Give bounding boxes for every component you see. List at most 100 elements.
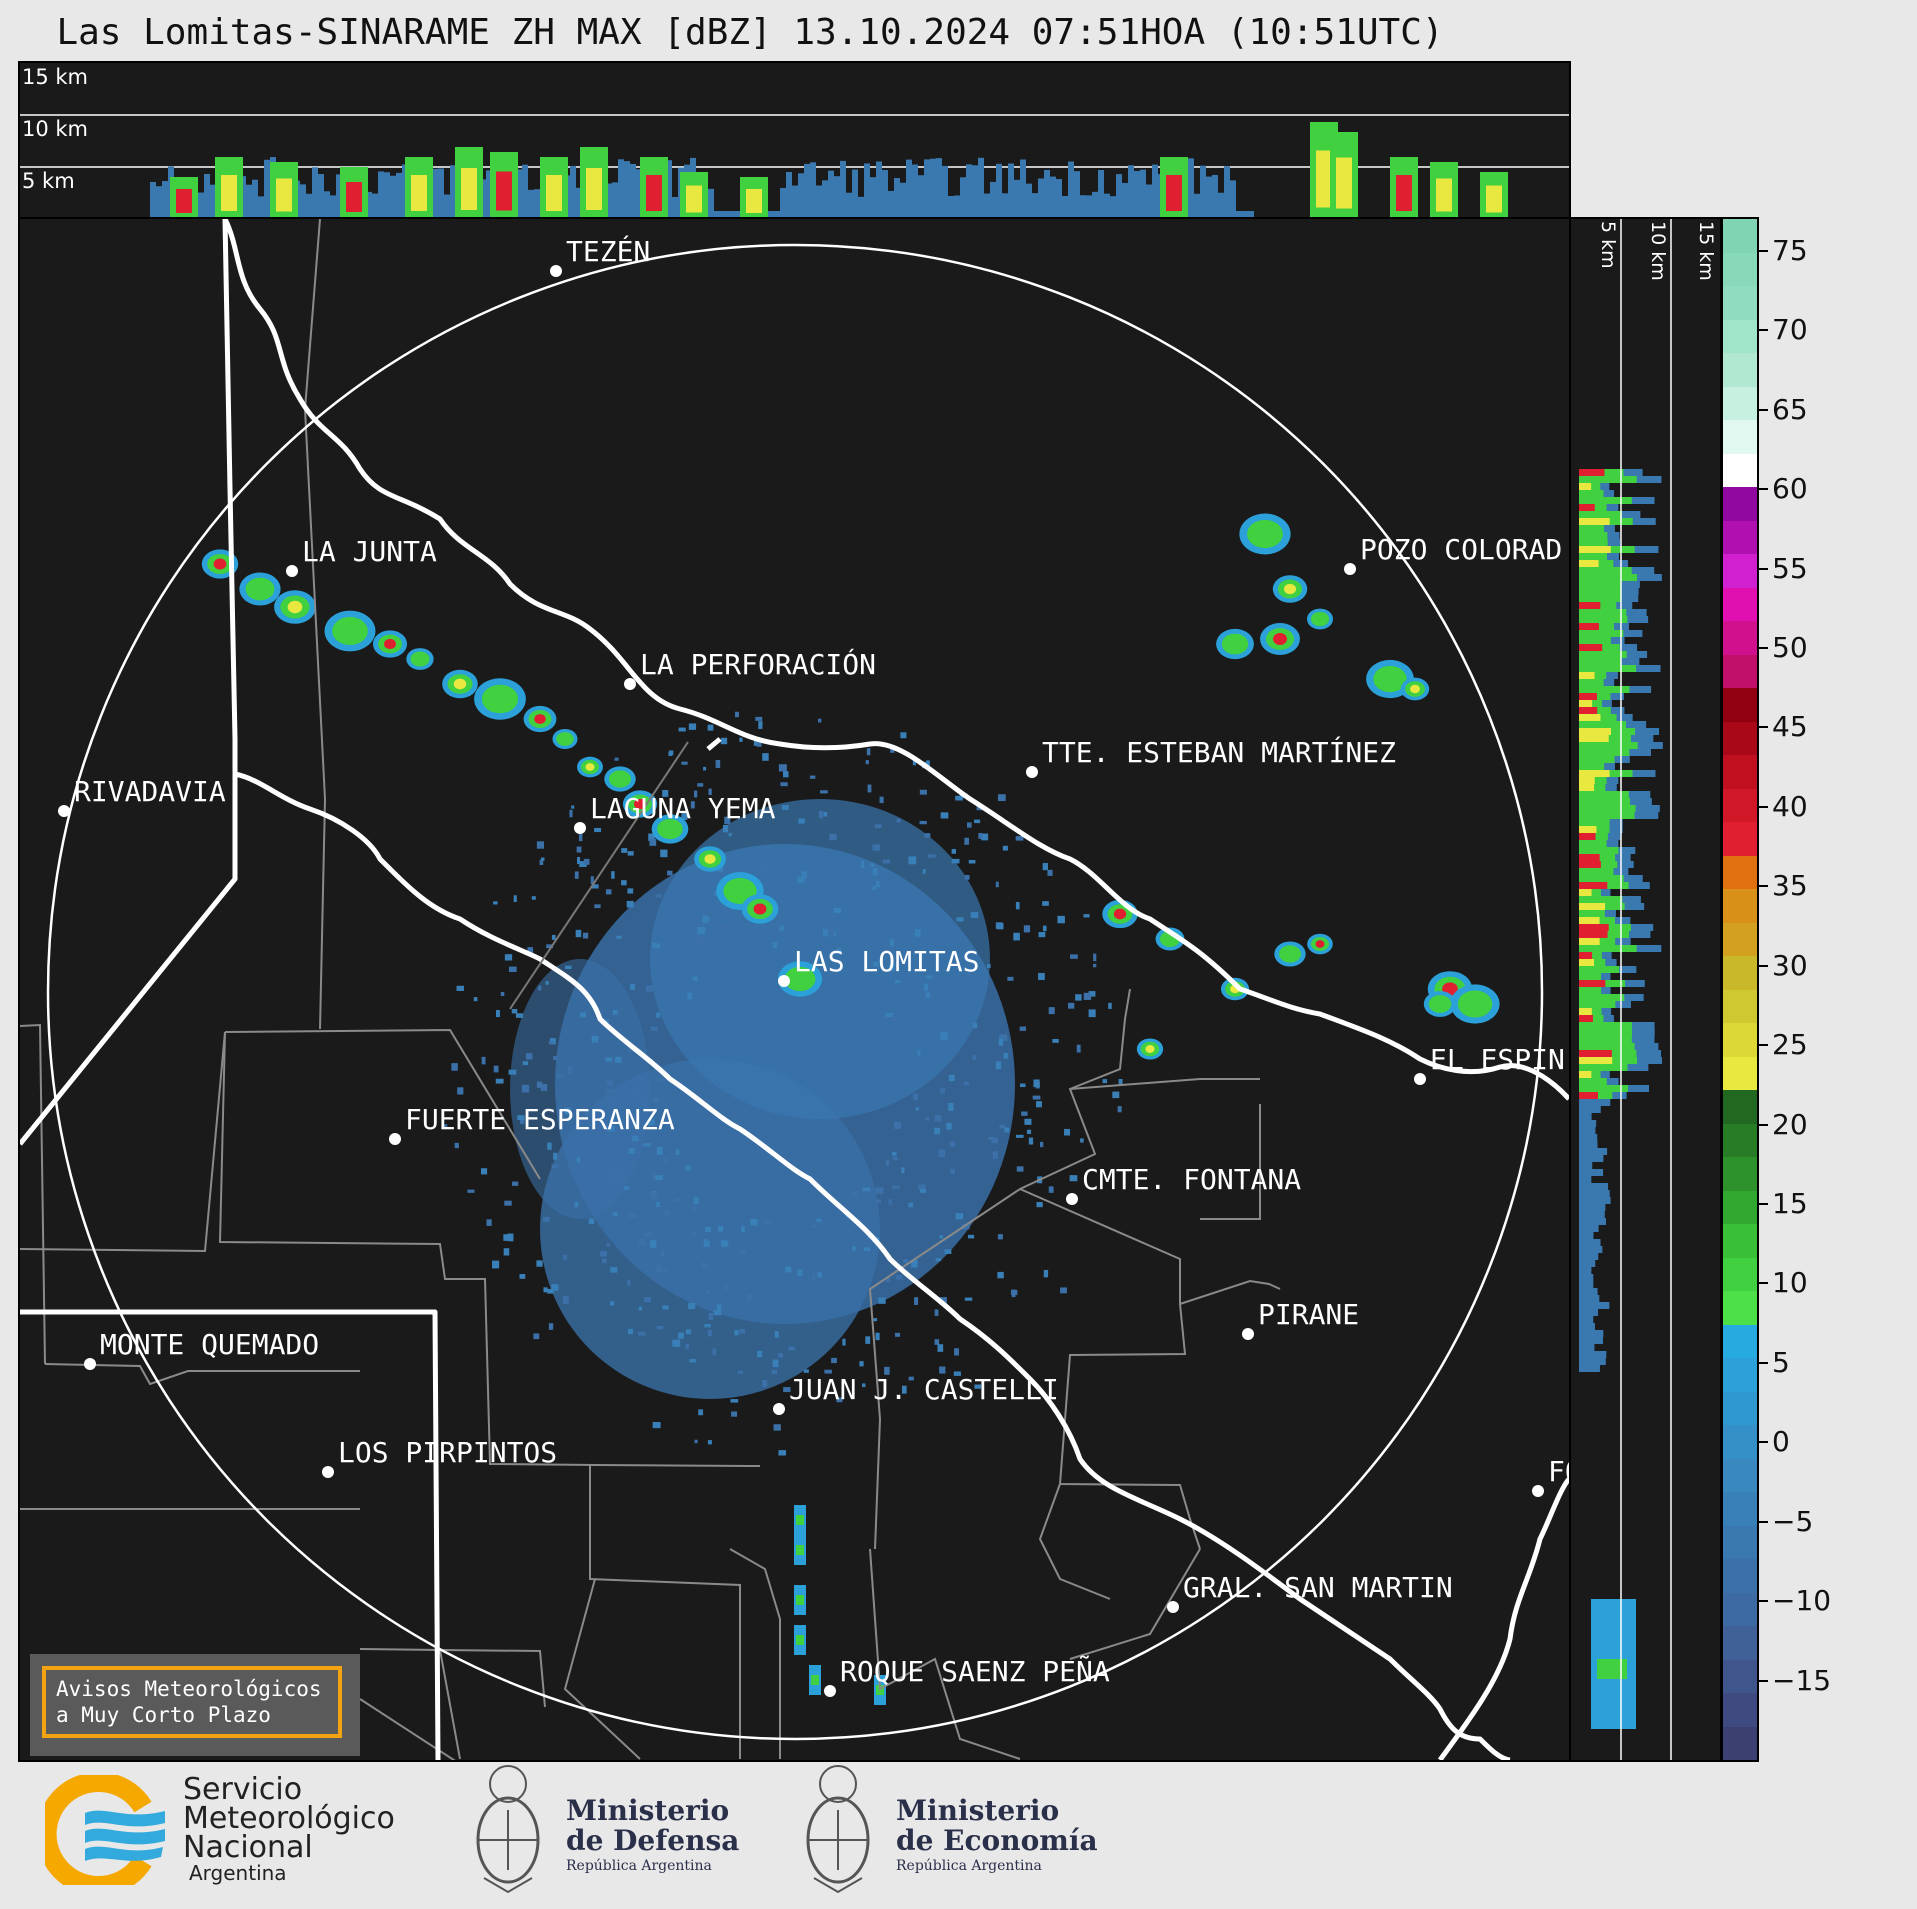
colorbar-segment [1723,520,1757,554]
colorbar-tick-mark [1759,249,1768,252]
colorbar-segment [1723,1592,1757,1626]
colorbar-segment [1723,554,1757,588]
side-echo-layer [1579,469,1663,1729]
colorbar-tick-label: 70 [1772,313,1808,347]
top-height-label-15: 15 km [22,65,89,89]
colorbar-segment [1723,319,1757,353]
province-boundaries [20,219,1569,1760]
colorbar-segment [1723,889,1757,923]
defensa-text-2: de Defensa [566,1824,740,1857]
top-profile-graphic [20,114,1569,217]
department-boundaries [20,219,1281,1760]
colorbar-tick-mark [1759,1600,1768,1603]
colorbar-segment [1723,1291,1757,1325]
colorbar-tick-label: 40 [1772,789,1808,823]
dbz-colorbar [1721,217,1759,1762]
colorbar-tick-label: 20 [1772,1107,1808,1141]
avisos-line2: a Muy Corto Plazo [56,1703,271,1727]
colorbar-segment [1723,252,1757,286]
colorbar-segment [1723,1324,1757,1358]
colorbar-tick-mark [1759,1679,1768,1682]
colorbar-tick-label: 5 [1772,1345,1790,1379]
colorbar-tick-label: 15 [1772,1186,1808,1220]
colorbar-tick-mark [1759,964,1768,967]
colorbar-tick-mark [1759,1520,1768,1523]
colorbar-segment [1723,286,1757,320]
colorbar-tick-mark [1759,1282,1768,1285]
colorbar-segment [1723,1693,1757,1727]
colorbar-segment [1723,487,1757,521]
smn-logo: Servicio Meteorológico Nacional Argentin… [45,1775,425,1895]
economia-text-2: de Economía [896,1824,1098,1857]
colorbar-tick-mark [1759,646,1768,649]
colorbar-tick-mark [1759,329,1768,332]
colorbar-tick-mark [1759,726,1768,729]
side-height-label-15: 15 km [1695,221,1717,281]
economia-text-1: Ministerio [896,1794,1060,1827]
colorbar-segment [1723,855,1757,889]
colorbar-segment [1723,654,1757,688]
colorbar-segment [1723,1425,1757,1459]
colorbar-segment [1723,688,1757,722]
colorbar-segment [1723,989,1757,1023]
side-profile-graphic [1579,219,1672,1760]
defensa-text-1: Ministerio [566,1794,730,1827]
colorbar-tick-mark [1759,1441,1768,1444]
colorbar-segment [1723,386,1757,420]
smn-text-1: Servicio [183,1772,303,1807]
radar-map-panel[interactable]: TEZÉN LA JUNTA POZO COLORAD LA PERFORACI… [18,217,1571,1762]
smn-text-4: Argentina [189,1861,287,1885]
colorbar-tick-label: −5 [1772,1504,1814,1538]
colorbar-segment [1723,1023,1757,1057]
colorbar-tick-label: 75 [1772,233,1808,267]
side-vertical-profile-panel: 5 km 10 km 15 km [1569,217,1722,1762]
avisos-line1: Avisos Meteorológicos [56,1677,322,1701]
colorbar-tick-label: 60 [1772,472,1808,506]
top-height-label-5: 5 km [22,169,75,193]
colorbar-segment [1723,1090,1757,1124]
ministerio-economia-logo: Ministerio de Economía República Argenti… [800,1760,1100,1900]
radar-echo-layer [201,513,1500,1705]
colorbar-tick-label: 35 [1772,869,1808,903]
colorbar-segment [1723,755,1757,789]
economia-text-3: República Argentina [896,1858,1042,1874]
radial-line [509,741,689,1010]
colorbar-tick-label: 10 [1772,1266,1808,1300]
colorbar-segment [1723,1123,1757,1157]
chart-title: Las Lomitas-SINARAME ZH MAX [dBZ] 13.10.… [56,12,1444,53]
colorbar-tick-mark [1759,567,1768,570]
colorbar-tick-mark [1759,1202,1768,1205]
colorbar-tick-label: 50 [1772,630,1808,664]
side-height-label-5: 5 km [1597,221,1619,269]
colorbar-segment [1723,1358,1757,1392]
top-vertical-profile-panel: 15 km 10 km 5 km [18,61,1571,219]
colorbar-segment [1723,922,1757,956]
avisos-button[interactable]: Avisos Meteorológicos a Muy Corto Plazo [30,1654,360,1756]
colorbar-segment [1723,1157,1757,1191]
colorbar-segment [1723,721,1757,755]
top-echo-layer [150,122,1508,217]
colorbar-segment [1723,453,1757,487]
colorbar-segment [1723,1224,1757,1258]
colorbar-segment [1723,1492,1757,1526]
colorbar-tick-mark [1759,488,1768,491]
radar-map-graphic [20,219,1569,1760]
colorbar-tick-label: 65 [1772,392,1808,426]
colorbar-segment [1723,1626,1757,1660]
colorbar-segment [1723,353,1757,387]
colorbar-segment [1723,788,1757,822]
defensa-text-3: República Argentina [566,1858,712,1874]
colorbar-tick-label: −15 [1772,1663,1832,1697]
coat-of-arms-icon [476,1765,540,1894]
colorbar-tick-label: 25 [1772,1028,1808,1062]
colorbar-tick-label: 0 [1772,1425,1790,1459]
colorbar-segment [1723,1659,1757,1693]
smn-text-2: Meteorológico [183,1801,395,1836]
colorbar-segment [1723,1190,1757,1224]
colorbar-tick-mark [1759,885,1768,888]
colorbar-segment [1723,1525,1757,1559]
coat-of-arms-icon [806,1765,870,1894]
colorbar-tick-label: 30 [1772,948,1808,982]
colorbar-tick-label: −10 [1772,1584,1832,1618]
colorbar-segment [1723,956,1757,990]
